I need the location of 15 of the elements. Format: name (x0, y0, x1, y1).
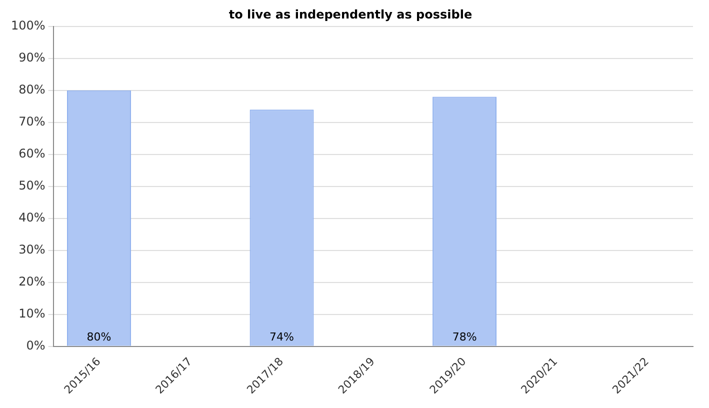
y-tick-label: 10% (18, 306, 46, 320)
y-tick-label: 70% (18, 114, 46, 129)
y-tick-label: 90% (18, 50, 46, 65)
y-tick-label: 40% (18, 210, 46, 224)
text: 80% (86, 330, 112, 344)
y-tick-label: 30% (18, 242, 46, 256)
y-tick-label: 0% (26, 338, 46, 352)
text: 78% (452, 330, 477, 344)
y-tick-label: 20% (18, 274, 46, 288)
y-tick-label: 60% (18, 146, 46, 161)
y-tick-label: 80% (18, 82, 46, 97)
y-tick-label: 100% (10, 18, 46, 33)
chart-title: to live as independently as possible (228, 7, 472, 22)
y-tick-label: 50% (18, 178, 46, 192)
text: 74% (270, 330, 294, 344)
